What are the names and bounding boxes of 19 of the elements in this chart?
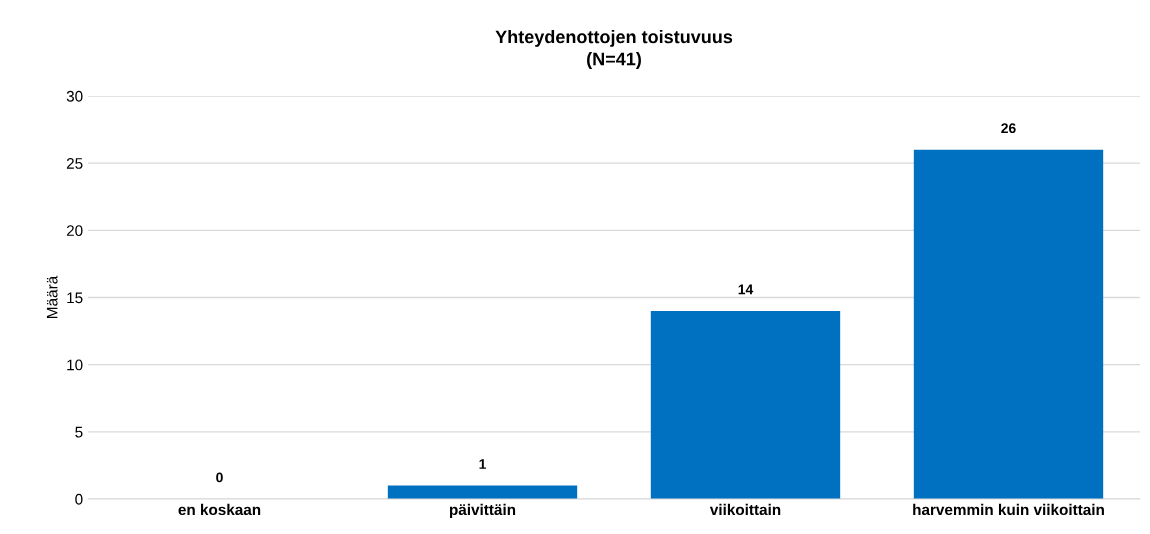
bar <box>913 149 1104 499</box>
data-label: 0 <box>216 472 223 483</box>
x-tick-label: en koskaan <box>178 503 261 516</box>
data-label: 14 <box>738 284 754 295</box>
y-tick-label: 20 <box>66 225 83 237</box>
y-tick-label: 0 <box>75 493 83 505</box>
y-tick-label: 30 <box>66 90 83 102</box>
y-axis-title: Määrä <box>46 275 58 318</box>
y-tick-label: 15 <box>67 292 83 304</box>
x-tick-label: päivittäin <box>449 503 516 519</box>
chart-title: Yhteydenottojen toistuvuus (N=41) <box>495 30 733 69</box>
y-tick-label: 10 <box>67 359 83 371</box>
x-tick-label: viikoittain <box>709 503 781 516</box>
x-tick-label: harvemmin kuin viikoittain <box>913 503 1104 516</box>
y-tick-label: 5 <box>75 426 83 438</box>
bar <box>650 310 841 499</box>
data-label: 26 <box>1001 123 1016 134</box>
data-label: 1 <box>479 459 486 469</box>
y-tick-label: 25 <box>66 158 83 169</box>
